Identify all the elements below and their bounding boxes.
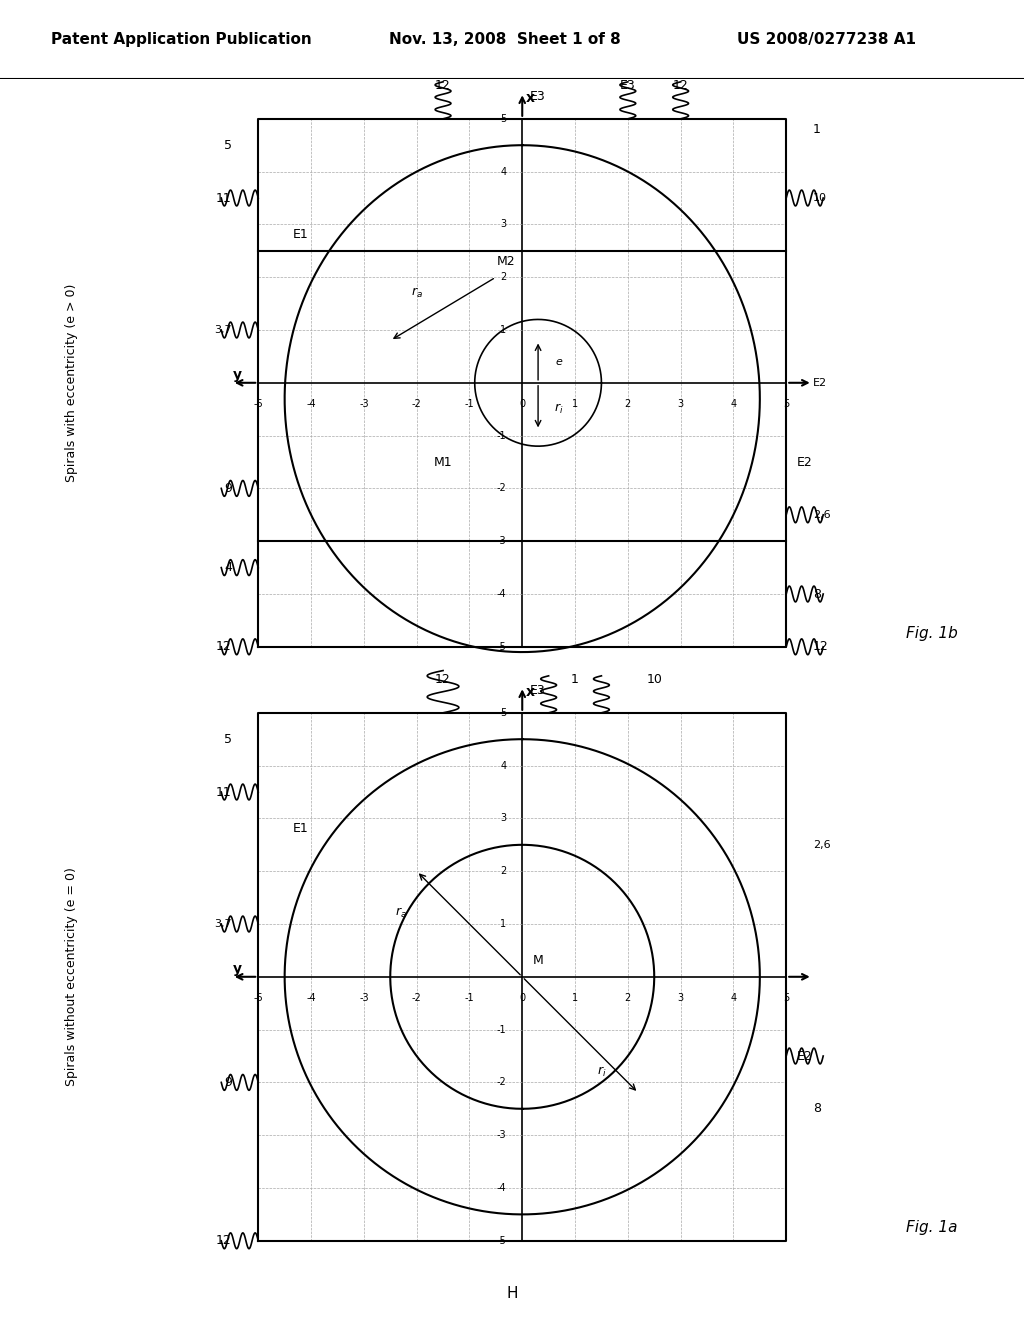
Text: -5: -5 (497, 1236, 507, 1246)
Text: -4: -4 (497, 589, 507, 599)
Text: 12: 12 (435, 79, 451, 92)
Text: -2: -2 (497, 1077, 507, 1088)
Text: 9: 9 (224, 1076, 231, 1089)
Text: E1: E1 (293, 822, 308, 836)
Text: 3: 3 (501, 219, 507, 230)
Text: x: x (525, 685, 535, 698)
Text: -2: -2 (497, 483, 507, 494)
Text: M: M (532, 954, 544, 968)
Text: 2: 2 (625, 399, 631, 409)
Text: 10: 10 (813, 193, 826, 203)
Text: 1: 1 (572, 399, 579, 409)
Text: 12: 12 (435, 673, 451, 686)
Text: E2: E2 (813, 378, 826, 388)
Text: $r_i$: $r_i$ (554, 403, 564, 416)
Text: -2: -2 (412, 399, 422, 409)
Text: $r_a$: $r_a$ (395, 907, 407, 920)
Text: E2: E2 (797, 455, 813, 469)
Text: 4: 4 (730, 399, 736, 409)
Text: 1: 1 (813, 123, 820, 136)
Text: 2: 2 (500, 866, 507, 876)
Text: E3: E3 (530, 684, 546, 697)
Text: y: y (232, 962, 242, 975)
Text: y: y (232, 368, 242, 381)
Text: 11: 11 (216, 785, 231, 799)
Text: 12: 12 (813, 640, 828, 653)
Text: 1: 1 (501, 919, 507, 929)
Text: 1: 1 (572, 993, 579, 1003)
Text: 5: 5 (224, 139, 231, 152)
Text: 5: 5 (783, 993, 790, 1003)
Text: 8: 8 (813, 587, 820, 601)
Text: Spirals without eccentricity (e = 0): Spirals without eccentricity (e = 0) (66, 867, 78, 1086)
Text: H: H (506, 1286, 518, 1302)
Text: 0: 0 (519, 993, 525, 1003)
Text: Fig. 1b: Fig. 1b (906, 626, 957, 642)
Text: M1: M1 (434, 455, 453, 469)
Text: x: x (525, 91, 535, 104)
Text: 4: 4 (224, 561, 231, 574)
Text: 5: 5 (224, 733, 231, 746)
Text: -1: -1 (465, 399, 474, 409)
Text: -1: -1 (497, 430, 507, 441)
Text: 4: 4 (730, 993, 736, 1003)
Text: 1: 1 (501, 325, 507, 335)
Text: -3: -3 (497, 536, 507, 546)
Text: -1: -1 (465, 993, 474, 1003)
Text: -5: -5 (497, 642, 507, 652)
Text: 5: 5 (500, 114, 507, 124)
Text: Patent Application Publication: Patent Application Publication (51, 32, 312, 48)
Text: -3: -3 (497, 1130, 507, 1140)
Text: 3: 3 (678, 399, 684, 409)
Text: 3,7: 3,7 (214, 919, 231, 929)
Text: -4: -4 (306, 399, 315, 409)
Text: Fig. 1a: Fig. 1a (906, 1220, 957, 1236)
Text: E3: E3 (620, 79, 636, 92)
Text: 5: 5 (783, 399, 790, 409)
Text: 3: 3 (678, 993, 684, 1003)
Text: 4: 4 (501, 760, 507, 771)
Text: 2,6: 2,6 (813, 840, 830, 850)
Text: 2,6: 2,6 (813, 510, 830, 520)
Text: -3: -3 (359, 399, 369, 409)
Text: M2: M2 (497, 255, 516, 268)
Text: 3: 3 (501, 813, 507, 824)
Text: 2: 2 (625, 993, 631, 1003)
Text: 9: 9 (224, 482, 231, 495)
Text: 3,7: 3,7 (214, 325, 231, 335)
Text: US 2008/0277238 A1: US 2008/0277238 A1 (737, 32, 916, 48)
Text: 12: 12 (216, 1234, 231, 1247)
Text: 12: 12 (673, 79, 688, 92)
Text: -2: -2 (412, 993, 422, 1003)
Text: Nov. 13, 2008  Sheet 1 of 8: Nov. 13, 2008 Sheet 1 of 8 (389, 32, 621, 48)
Text: -1: -1 (497, 1024, 507, 1035)
Text: 12: 12 (216, 640, 231, 653)
Text: -5: -5 (253, 993, 263, 1003)
Text: 10: 10 (646, 673, 663, 686)
Text: -5: -5 (253, 399, 263, 409)
Text: 11: 11 (216, 191, 231, 205)
Text: $r_i$: $r_i$ (597, 1065, 606, 1078)
Text: 0: 0 (519, 399, 525, 409)
Text: 8: 8 (813, 1102, 820, 1115)
Text: 5: 5 (500, 708, 507, 718)
Text: E3: E3 (530, 90, 546, 103)
Text: 4: 4 (501, 166, 507, 177)
Text: -3: -3 (359, 993, 369, 1003)
Text: 1: 1 (571, 673, 579, 686)
Text: e: e (556, 356, 562, 367)
Text: E1: E1 (293, 228, 308, 242)
Text: -4: -4 (497, 1183, 507, 1193)
Text: -4: -4 (306, 993, 315, 1003)
Text: Spirals with eccentricity (e > 0): Spirals with eccentricity (e > 0) (66, 284, 78, 482)
Text: $r_a$: $r_a$ (411, 286, 423, 300)
Text: 2: 2 (500, 272, 507, 282)
Text: E2: E2 (797, 1049, 813, 1063)
